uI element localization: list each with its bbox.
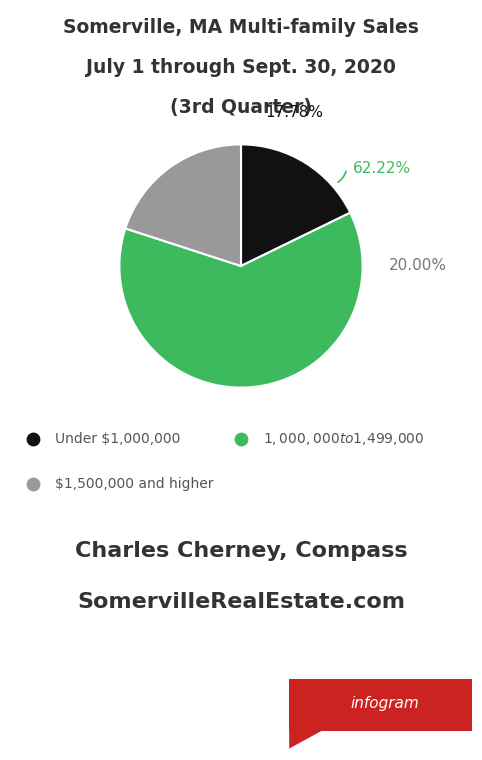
Text: infogram: infogram xyxy=(350,696,419,711)
Wedge shape xyxy=(241,144,350,266)
Point xyxy=(358,329,366,341)
Text: (3rd Quarter): (3rd Quarter) xyxy=(170,99,312,118)
Text: $1,500,000 and higher: $1,500,000 and higher xyxy=(55,477,213,491)
Text: Charles Cherney, Compass: Charles Cherney, Compass xyxy=(75,540,407,561)
Text: Under $1,000,000: Under $1,000,000 xyxy=(55,432,180,445)
Polygon shape xyxy=(289,730,322,749)
Text: 20.00%: 20.00% xyxy=(389,258,447,274)
Text: 62.22%: 62.22% xyxy=(353,161,411,176)
Text: $1,000,000 to $1,499,000: $1,000,000 to $1,499,000 xyxy=(263,430,425,447)
Wedge shape xyxy=(120,213,362,388)
Text: SomervilleRealEstate.com: SomervilleRealEstate.com xyxy=(77,592,405,613)
Text: July 1 through Sept. 30, 2020: July 1 through Sept. 30, 2020 xyxy=(86,59,396,78)
Wedge shape xyxy=(125,144,241,266)
Text: Somerville, MA Multi-family Sales: Somerville, MA Multi-family Sales xyxy=(63,18,419,37)
FancyBboxPatch shape xyxy=(289,679,472,730)
Text: 17.78%: 17.78% xyxy=(265,105,323,120)
